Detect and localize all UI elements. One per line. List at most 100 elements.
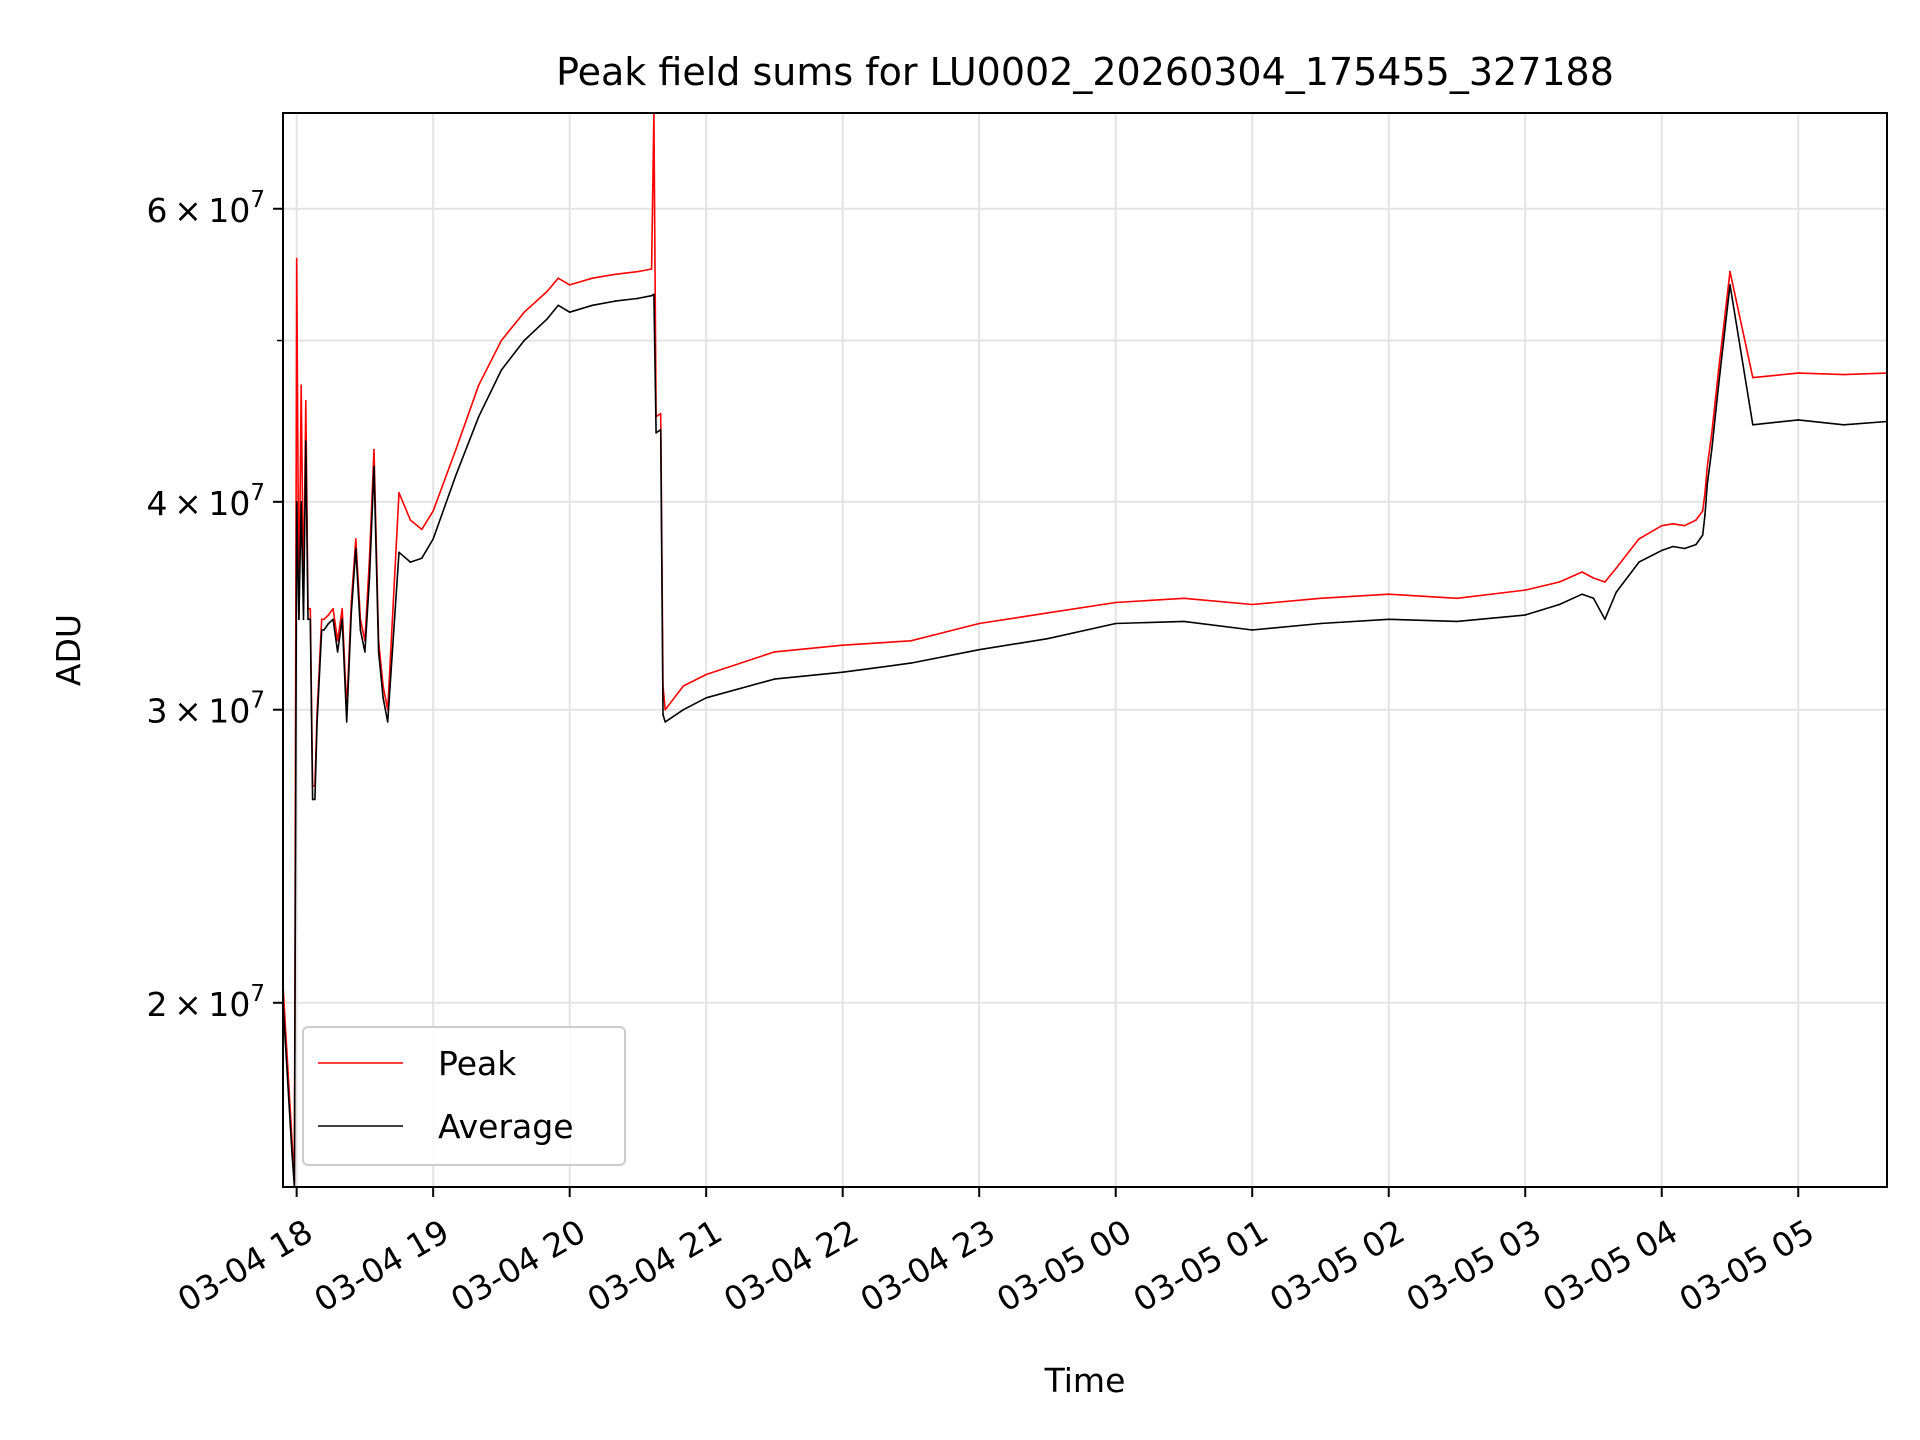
data-point bbox=[311, 798, 314, 801]
data-point bbox=[637, 297, 639, 300]
data-point bbox=[1638, 561, 1640, 563]
data-point bbox=[1672, 523, 1674, 525]
data-point bbox=[653, 293, 655, 296]
data-point bbox=[1706, 483, 1709, 485]
data-point bbox=[659, 428, 662, 431]
data-point bbox=[1752, 424, 1754, 426]
y-tick-label: 4 × 107 bbox=[147, 480, 265, 523]
data-point bbox=[421, 528, 423, 531]
data-point bbox=[614, 273, 616, 276]
data-point bbox=[773, 678, 776, 680]
data-point bbox=[546, 290, 548, 293]
legend-label: Average bbox=[438, 1107, 574, 1146]
plot-series bbox=[283, 113, 1887, 1187]
data-point bbox=[1661, 524, 1663, 527]
data-point bbox=[841, 644, 844, 646]
data-point bbox=[1114, 622, 1117, 625]
data-point bbox=[364, 651, 366, 653]
data-point bbox=[455, 474, 457, 477]
data-point bbox=[1717, 384, 1720, 387]
data-point bbox=[1615, 591, 1618, 593]
legend-box bbox=[302, 1026, 626, 1166]
data-point bbox=[1683, 524, 1686, 527]
data-point bbox=[705, 673, 707, 676]
data-point bbox=[300, 384, 303, 387]
data-point bbox=[477, 384, 480, 387]
chart-title: Peak field sums for LU0002_20260304_1754… bbox=[556, 50, 1614, 94]
data-point bbox=[432, 538, 435, 540]
data-point bbox=[327, 614, 330, 616]
data-point bbox=[1319, 622, 1322, 625]
legend-label: Peak bbox=[438, 1044, 517, 1083]
data-point bbox=[910, 640, 912, 642]
data-point bbox=[409, 561, 412, 563]
data-point bbox=[1604, 618, 1606, 621]
data-point bbox=[1701, 534, 1704, 536]
data-point bbox=[500, 369, 503, 371]
data-point bbox=[1752, 376, 1754, 379]
data-point bbox=[523, 311, 525, 314]
data-point bbox=[332, 618, 334, 621]
data-point bbox=[377, 651, 380, 653]
data-point bbox=[659, 412, 662, 415]
y-tick-mantissa: 2 × 10 bbox=[147, 985, 251, 1024]
data-point bbox=[662, 713, 664, 716]
data-point bbox=[350, 612, 353, 614]
data-point bbox=[332, 607, 334, 610]
data-point bbox=[359, 629, 362, 631]
data-point bbox=[421, 557, 423, 559]
data-point bbox=[1524, 589, 1526, 591]
data-point bbox=[314, 798, 316, 801]
y-axis-label: ADU bbox=[49, 614, 88, 686]
data-point bbox=[1704, 492, 1706, 494]
data-point bbox=[320, 629, 323, 631]
y-tick-mantissa: 3 × 10 bbox=[147, 692, 251, 731]
data-point bbox=[309, 607, 312, 610]
data-point bbox=[591, 304, 594, 307]
data-point bbox=[546, 318, 548, 321]
data-point bbox=[557, 304, 560, 307]
data-point bbox=[316, 721, 318, 723]
data-point bbox=[302, 618, 305, 621]
data-point bbox=[1183, 597, 1185, 600]
data-point bbox=[409, 519, 412, 521]
data-point bbox=[1604, 581, 1606, 583]
data-point bbox=[305, 400, 307, 402]
data-point bbox=[664, 708, 666, 711]
data-point bbox=[523, 339, 525, 342]
data-point bbox=[1695, 519, 1697, 521]
y-tick-exponent: 7 bbox=[250, 187, 265, 213]
data-point bbox=[320, 618, 323, 621]
data-point bbox=[1661, 549, 1663, 552]
data-point bbox=[341, 618, 344, 621]
data-point bbox=[398, 551, 400, 554]
data-point bbox=[1704, 513, 1706, 516]
data-point bbox=[1711, 432, 1713, 434]
data-point bbox=[382, 697, 384, 699]
data-point bbox=[1592, 597, 1595, 600]
data-point bbox=[614, 300, 616, 302]
y-tick-label: 3 × 107 bbox=[147, 688, 265, 731]
y-tick-label: 6 × 107 bbox=[147, 187, 265, 230]
data-point bbox=[291, 1154, 293, 1156]
y-tick-exponent: 7 bbox=[250, 688, 265, 714]
data-point bbox=[455, 448, 457, 451]
data-point bbox=[1695, 543, 1697, 546]
data-point bbox=[568, 311, 571, 314]
data-point bbox=[978, 622, 980, 625]
data-point bbox=[1592, 577, 1595, 579]
data-point bbox=[1456, 620, 1458, 623]
data-point bbox=[373, 448, 375, 451]
data-point bbox=[1046, 637, 1049, 640]
data-point bbox=[655, 432, 657, 434]
data-point bbox=[1797, 372, 1800, 374]
data-point bbox=[1387, 618, 1390, 621]
y-tick-mantissa: 6 × 10 bbox=[147, 191, 251, 230]
data-point bbox=[336, 640, 339, 642]
data-point bbox=[386, 721, 389, 723]
data-point bbox=[341, 607, 344, 610]
data-point bbox=[650, 294, 653, 297]
